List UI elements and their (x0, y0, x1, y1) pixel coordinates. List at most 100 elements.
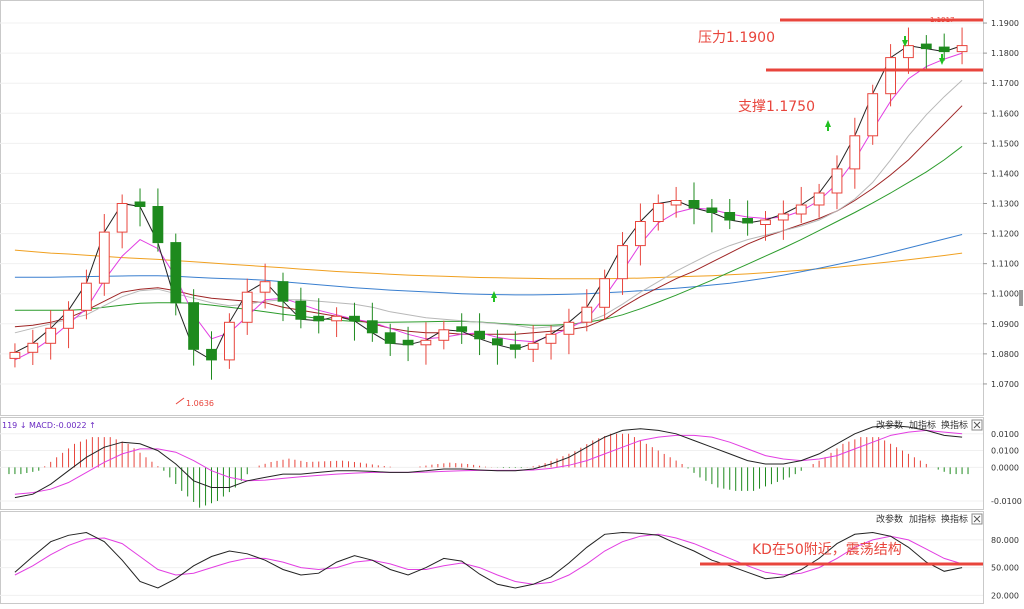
candle-body (116, 203, 128, 233)
candle-body (885, 57, 897, 95)
candle-body (742, 218, 754, 224)
arrow-down-icon (939, 54, 945, 65)
candle-body (938, 46, 950, 53)
macd-tick-label: 0.0100 (991, 430, 1019, 439)
candle-body (849, 135, 861, 170)
candle-body (492, 338, 503, 346)
kd-add-indicator-button[interactable]: 加指标 (909, 513, 936, 525)
kd-switch-indicator-button[interactable]: 换指标 (941, 513, 968, 525)
moving-average-line (14, 234, 963, 296)
candle-body (903, 45, 914, 59)
price-tick-label: 1.1000 (991, 290, 1019, 299)
candle-body (259, 281, 271, 293)
price-tick-label: 1.1300 (991, 199, 1019, 208)
price-tick-label: 1.0800 (991, 350, 1019, 359)
candle-body (581, 306, 593, 323)
candle-body (706, 207, 718, 213)
macd-tick-label: 0.0000 (991, 463, 1019, 472)
price-tick-label: 1.1700 (991, 79, 1019, 88)
candle-body (366, 320, 378, 334)
candle-body (384, 332, 396, 344)
price-panel-frame (0, 0, 984, 416)
candle-body (563, 321, 575, 335)
price-panel: 1.1900 1.1800 1.1700 1.1600 1.1500 1.1400 1.13… (0, 0, 1023, 416)
candle-body (188, 302, 199, 350)
candle-body (688, 200, 700, 209)
candle-body (170, 242, 182, 304)
support-label: 支撑1.1750 (738, 99, 815, 115)
candle-body (27, 342, 39, 353)
candle-body (331, 315, 343, 322)
kd-change-params-button[interactable]: 改参数 (876, 513, 903, 525)
candle-body (599, 278, 611, 308)
macd-panel-frame (0, 417, 984, 510)
candle-body (9, 351, 21, 359)
candle-body (420, 339, 432, 346)
macd-histogram (8, 433, 969, 508)
macd-add-indicator-button[interactable]: 加指标 (909, 419, 936, 431)
macd-change-params-button[interactable]: 改参数 (876, 419, 903, 431)
candle-body (277, 281, 289, 302)
price-tick-label: 1.1500 (991, 139, 1019, 148)
candle-body (224, 321, 235, 361)
candle-body (206, 348, 217, 361)
kd-tick-label: 80.000 (991, 536, 1019, 545)
resistance-label: 压力1.1900 (698, 30, 775, 46)
candle-body (831, 168, 843, 194)
candle-body (349, 315, 360, 322)
candle-body (545, 333, 557, 344)
candle-body (867, 93, 879, 137)
price-tick-label: 1.1600 (991, 109, 1019, 118)
moving-average-line (14, 249, 963, 280)
candle-body (777, 213, 789, 221)
kd-tick-label: 20.000 (991, 591, 1019, 600)
macd-dif-line (14, 424, 963, 499)
signal-arrows (491, 36, 945, 302)
candle-body (635, 221, 646, 247)
macd-y-axis: 0.0100 0.0100 0.0000 -0.0100 (991, 430, 1022, 506)
candle-body (617, 245, 628, 280)
macd-lines (14, 424, 963, 499)
price-tick-label: 1.1400 (991, 169, 1019, 178)
close-icon[interactable] (971, 513, 983, 525)
support-resistance-annotations: 压力1.1900 支撑1.1750 (698, 18, 983, 115)
kd-panel: 80.000 50.000 20.000 改参数 加指标 换指标 KD在50附近，震… (0, 511, 1019, 604)
kd-tick-label: 50.000 (991, 564, 1019, 573)
candle-body (98, 231, 110, 284)
price-y-axis: 1.1900 1.1800 1.1700 1.1600 1.1500 1.1400 1.13… (983, 19, 1019, 389)
arrow-up-icon (825, 120, 831, 131)
price-tick-label: 1.0900 (991, 320, 1019, 329)
price-tick-label: 1.0700 (991, 380, 1019, 389)
candle-body (63, 309, 74, 329)
candle-body (920, 43, 932, 50)
candle-body (652, 203, 664, 222)
arrow-up-icon (491, 291, 497, 302)
kd-panel-frame (0, 511, 984, 604)
macd-switch-indicator-button[interactable]: 换指标 (941, 419, 968, 431)
candle-body (795, 204, 807, 215)
candle-body (813, 192, 825, 206)
candle-body (527, 342, 539, 350)
close-icon[interactable] (971, 419, 983, 431)
macd-label: 119 ↓ MACD:-0.0022 ↑ (2, 421, 96, 430)
candles (9, 27, 968, 380)
macd-dea-line (14, 429, 963, 495)
candle-body (956, 45, 968, 53)
candle-body (438, 329, 450, 341)
price-grid (0, 22, 983, 385)
candle-body (474, 330, 486, 340)
candle-body (760, 219, 771, 225)
candle-body (402, 339, 414, 346)
price-tick-label: 1.1100 (991, 260, 1019, 269)
kd-k-line (14, 531, 963, 589)
kd-d-line (14, 533, 963, 585)
candle-body (295, 300, 307, 320)
candle-body (152, 206, 164, 244)
macd-panel: 0.0100 0.0100 0.0000 -0.0100 119 ↓ MACD:-0.… (0, 417, 1022, 510)
candle-body (670, 200, 682, 206)
candle-body (509, 344, 521, 350)
scroll-handle[interactable] (1019, 290, 1023, 306)
candle-body (724, 212, 736, 221)
candle-body (456, 326, 468, 332)
